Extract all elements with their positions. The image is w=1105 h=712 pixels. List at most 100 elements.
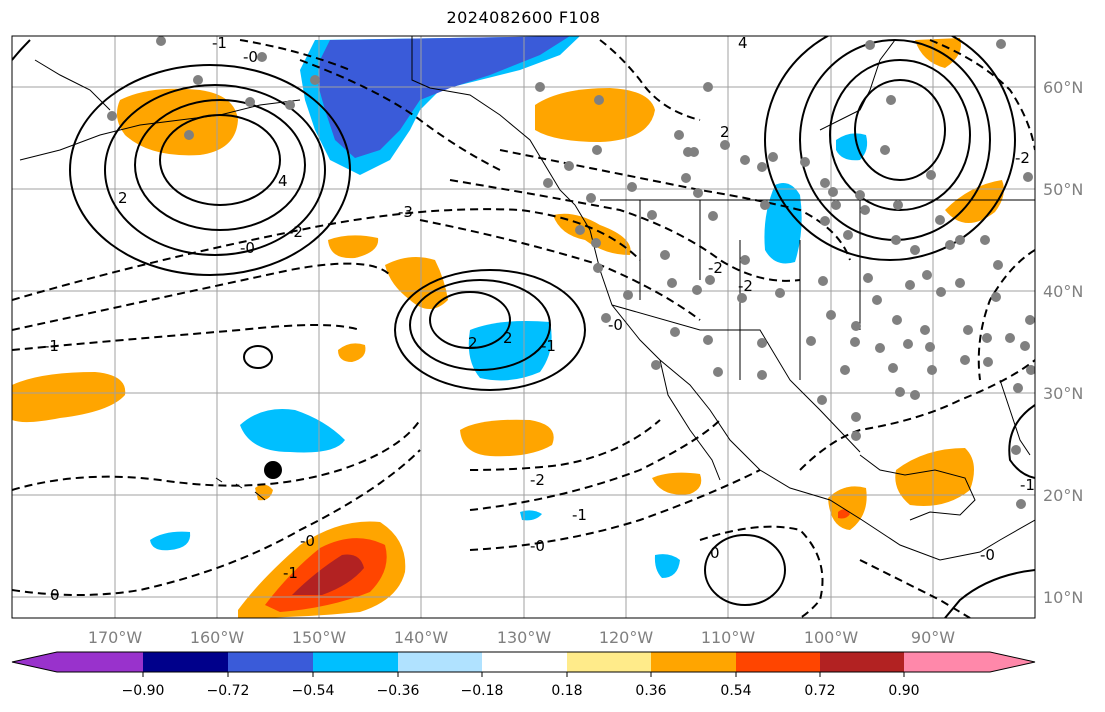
colorbar: −0.90 −0.72 −0.54 −0.36 −0.18 0.18 0.36 …	[11, 651, 1036, 699]
colorbar-segment	[57, 652, 143, 672]
lon-label: 100°W	[804, 628, 859, 647]
colorbar-tick-label: 0.18	[551, 683, 582, 699]
lon-label: 160°W	[190, 628, 245, 647]
negative-anomaly-west-pac	[240, 409, 345, 453]
contour-label: -2	[738, 277, 753, 295]
lat-label: 40°N	[1043, 282, 1083, 301]
contour-label: -1	[1020, 476, 1035, 494]
lon-label: 110°W	[701, 628, 756, 647]
positive-contours	[12, 36, 1035, 618]
negative-anomaly-plains	[764, 182, 802, 264]
contour-label: -2	[288, 223, 303, 241]
latitude-labels: 60°N 50°N 40°N 30°N 20°N 10°N	[1043, 78, 1083, 607]
contour-label: -1	[212, 34, 227, 52]
contour-label: -2	[708, 259, 723, 277]
colorbar-segment	[482, 652, 567, 672]
lat-label: 10°N	[1043, 588, 1083, 607]
colorbar-tick-label: −0.90	[122, 683, 165, 699]
lon-label: 140°W	[394, 628, 449, 647]
colorbar-tick-label: −0.18	[461, 683, 504, 699]
positive-anomaly-hawaii	[255, 484, 273, 501]
positive-anomaly-bering	[116, 88, 238, 156]
colorbar-segment	[990, 652, 1035, 672]
contour-label: -3	[398, 203, 413, 221]
colorbar-segment	[904, 652, 990, 672]
negative-anomaly-alaska-core	[318, 36, 570, 158]
positive-anomaly-gulf	[895, 448, 974, 506]
contour-label: 4	[278, 172, 288, 190]
lat-label: 60°N	[1043, 78, 1083, 97]
colorbar-segment	[228, 652, 313, 672]
contour-label: 2	[503, 329, 513, 347]
negative-anomaly-small-2	[520, 510, 542, 521]
negative-anomaly-central-pac	[468, 321, 552, 381]
lat-label: 20°N	[1043, 486, 1083, 505]
station-markers	[107, 36, 1035, 509]
negative-contours	[12, 39, 1035, 618]
coastlines	[19, 36, 1035, 561]
contour-label: 0	[50, 586, 60, 604]
colorbar-outline	[11, 651, 1036, 673]
contour-label: -0	[608, 316, 623, 334]
colorbar-tick-label: 0.72	[804, 683, 835, 699]
positive-anomaly-pac-1	[328, 235, 379, 259]
colorbar-segment	[398, 652, 482, 672]
colorbar-tick-label: 0.36	[635, 683, 666, 699]
colorbar-segment	[12, 652, 57, 672]
contour-label: -2	[1015, 149, 1030, 167]
contour-label: -1	[44, 337, 59, 355]
contour-label: -1	[541, 337, 556, 355]
map-frame	[11, 35, 1036, 619]
colorbar-segment	[143, 652, 228, 672]
lat-label: 50°N	[1043, 180, 1083, 199]
colorbar-segment	[736, 652, 820, 672]
positive-anomaly-canada	[535, 88, 655, 142]
graticule	[12, 36, 1035, 618]
lon-label: 90°W	[911, 628, 955, 647]
contour-label: 2	[118, 189, 128, 207]
positive-anomaly-pac-3	[385, 256, 448, 309]
contour-label: 2	[468, 334, 478, 352]
contour-label: 0	[710, 544, 720, 562]
contour-labels: -1 -0 4 -3 -2 -1 2 2 -1 -0 -2 -1 -0 0 -0…	[44, 34, 1035, 604]
lon-label: 130°W	[497, 628, 552, 647]
positive-anomaly-pac-5	[12, 372, 126, 423]
positive-anomaly-pac-7	[652, 472, 702, 495]
contour-label: -2	[530, 471, 545, 489]
lon-label: 120°W	[599, 628, 654, 647]
contour-label: -0	[530, 537, 545, 555]
positive-anomaly-pac-2	[553, 213, 631, 255]
map-title: 2024082600 F108	[446, 8, 601, 27]
contour-label: -0	[243, 48, 258, 66]
contour-label: -0	[240, 239, 255, 257]
colorbar-tick-label: −0.54	[292, 683, 335, 699]
contour-label: -0	[300, 532, 315, 550]
shaded-anomaly-layer	[12, 36, 1004, 618]
contour-label: -0	[980, 546, 995, 564]
positive-anomaly-mexico-core	[838, 509, 850, 519]
lon-label: 150°W	[292, 628, 347, 647]
positive-anomaly-pac-4	[338, 343, 366, 362]
positive-anomaly-subtropical-core	[292, 554, 364, 595]
colorbar-tick-label: 0.54	[720, 683, 751, 699]
contour-label: -1	[572, 506, 587, 524]
colorbar-segment	[313, 652, 398, 672]
contour-label: 4	[738, 34, 748, 52]
colorbar-tick-label: −0.36	[377, 683, 420, 699]
negative-anomaly-small-3	[654, 554, 680, 578]
negative-anomaly-small-1	[150, 531, 191, 551]
contour-label: 2	[720, 123, 730, 141]
highlight-point	[264, 461, 282, 479]
colorbar-segment	[651, 652, 736, 672]
longitude-labels: 170°W 160°W 150°W 140°W 130°W 120°W 110°…	[88, 628, 955, 647]
colorbar-segment	[567, 652, 651, 672]
contour-label: -1	[283, 564, 298, 582]
colorbar-tick-label: 0.90	[888, 683, 919, 699]
positive-anomaly-mexico	[828, 486, 867, 530]
lat-label: 30°N	[1043, 384, 1083, 403]
colorbar-segment	[820, 652, 904, 672]
lon-label: 170°W	[88, 628, 143, 647]
positive-anomaly-great-lakes	[945, 180, 1004, 224]
colorbar-tick-label: −0.72	[207, 683, 250, 699]
